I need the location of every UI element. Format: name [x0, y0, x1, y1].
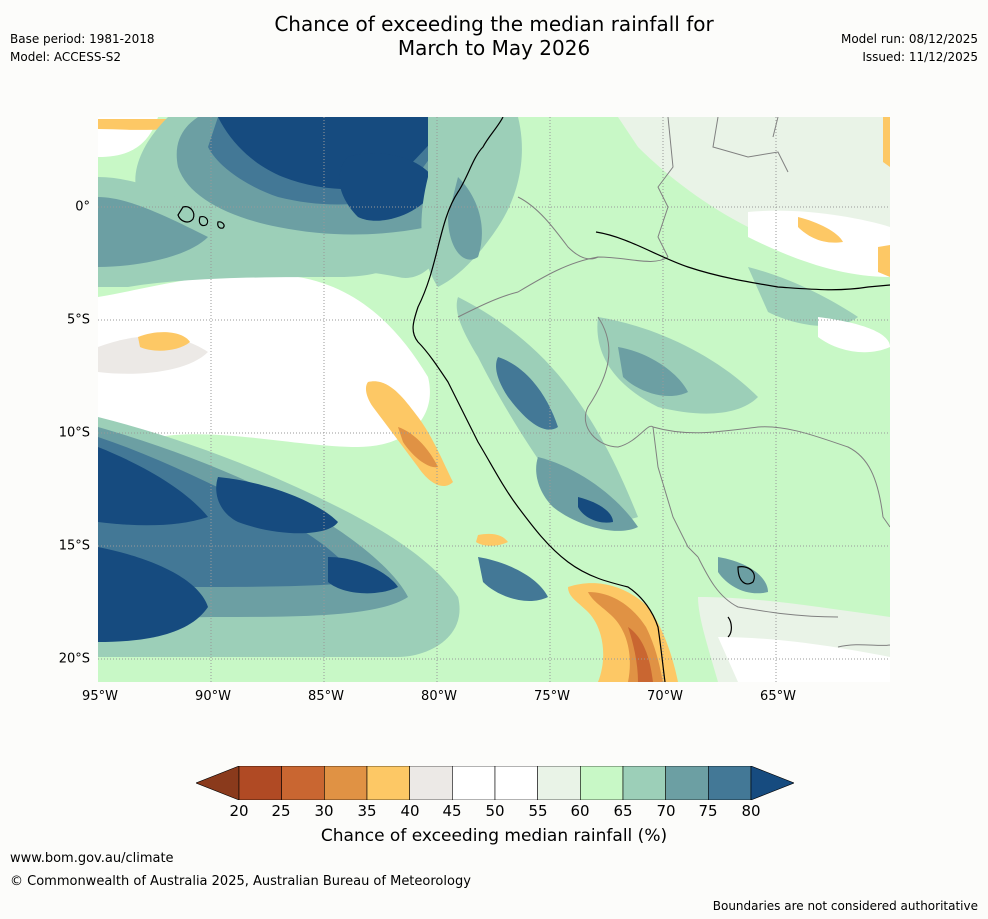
colorbar: [195, 765, 795, 801]
colorbar-segment-b75_80: [708, 765, 752, 801]
x-tick-75w: 75°W: [534, 689, 570, 704]
land-wet-75-north: [448, 177, 482, 260]
ocean-very-wet-south-2: [98, 547, 208, 642]
ocean-neutral-zone: [98, 274, 430, 447]
copyright-text: © Commonwealth of Australia 2025, Austra…: [10, 874, 471, 889]
land-neutral-north-east: [748, 210, 890, 277]
colorbar-svg: [195, 765, 795, 801]
cb-label-20: 20: [229, 802, 249, 820]
meta-left: Base period: 1981-2018 Model: ACCESS-S2: [10, 30, 155, 66]
cb-label-45: 45: [442, 802, 462, 820]
x-tick-90w: 90°W: [195, 689, 231, 704]
y-tick-5s: 5°S: [66, 312, 90, 328]
colorbar-segment-b20_25: [238, 765, 282, 801]
colorbar-title: Chance of exceeding median rainfall (%): [320, 826, 668, 846]
cb-label-60: 60: [570, 802, 590, 820]
colorbar-segment-b35_40: [366, 765, 410, 801]
country-borders: [457, 117, 890, 648]
map-title: Chance of exceeding the median rainfall …: [0, 12, 988, 60]
model-run-text: Model run: 08/12/2025: [840, 32, 978, 46]
meta-right: Model run: 08/12/2025 Issued: 11/12/2025: [841, 30, 978, 66]
land-dry-edge-top: [883, 117, 890, 167]
colorbar-segment-b55_60: [537, 765, 581, 801]
ocean-very-wet-south-1: [98, 447, 208, 526]
x-tick-70w: 70°W: [647, 689, 683, 704]
colorbar-segment-b50_55: [494, 765, 538, 801]
colorbar-above-80-arrow: [750, 765, 795, 801]
ocean-wet-70-west: [98, 177, 400, 287]
land-driest-core-south: [628, 627, 653, 682]
y-tick-15s: 15°S: [58, 538, 90, 554]
land-wet-75-east: [618, 347, 688, 397]
land-dry-patch-ne: [798, 217, 843, 243]
cb-label-50: 50: [485, 802, 505, 820]
model-text: Model: ACCESS-S2: [10, 50, 122, 64]
x-tick-85w: 85°W: [308, 689, 344, 704]
land-very-wet-south: [578, 497, 613, 523]
cb-label-65: 65: [613, 802, 633, 820]
colorbar-segment-b65_70: [622, 765, 666, 801]
land-wet-80-central: [496, 357, 558, 430]
ocean-very-wet-south-3: [216, 477, 338, 534]
colorbar-below-20-arrow: [195, 765, 240, 801]
cb-label-70: 70: [656, 802, 676, 820]
colorbar-segment-b30_35: [324, 765, 368, 801]
ocean-drier-core: [398, 427, 438, 468]
x-tick-65w: 65°W: [760, 689, 796, 704]
colorbar-segment-b25_30: [281, 765, 325, 801]
y-tick-20s: 20°S: [58, 651, 90, 667]
ocean-dry-strip-nw: [98, 119, 168, 130]
cb-label-30: 30: [314, 802, 334, 820]
cb-label-25: 25: [271, 802, 291, 820]
y-tick-10s: 10°S: [58, 425, 90, 441]
rainfall-probability-map: [98, 117, 890, 682]
land-wet-75-south: [536, 457, 638, 531]
colorbar-segment-b60_65: [580, 765, 624, 801]
ocean-wet-75-west: [98, 197, 208, 267]
coastline: [177, 117, 890, 682]
title-line-2: March to May 2026: [397, 36, 591, 60]
ocean-dry-patch-1: [138, 332, 190, 351]
y-tick-0: 0°: [75, 199, 90, 215]
cb-label-40: 40: [400, 802, 420, 820]
cb-label-75: 75: [698, 802, 718, 820]
cb-label-80: 80: [741, 802, 761, 820]
title-line-1: Chance of exceeding the median rainfall …: [274, 12, 714, 36]
colorbar-segments: [195, 765, 795, 801]
colorbar-segment-b70_75: [665, 765, 709, 801]
ocean-dry-patch-2: [476, 533, 508, 546]
gridlines: [98, 117, 890, 682]
land-wet-brazil: [748, 267, 858, 327]
base-period-text: Base period: 1981-2018: [10, 32, 155, 46]
ocean-wet-coastal: [478, 557, 548, 602]
colorbar-segment-b45_50: [452, 765, 496, 801]
x-tick-95w: 95°W: [82, 689, 118, 704]
disclaimer-text: Boundaries are not considered authoritat…: [712, 899, 978, 913]
x-tick-80w: 80°W: [421, 689, 457, 704]
land-wet-70-east: [597, 317, 758, 414]
ocean-very-wet-south-4: [328, 557, 398, 594]
land-wet-bolivia: [718, 557, 768, 594]
cb-label-35: 35: [357, 802, 377, 820]
website-text: www.bom.gov.au/climate: [10, 851, 174, 866]
map-svg: [98, 117, 890, 682]
ocean-very-wet-north-2: [339, 153, 438, 221]
land-neutral-east: [818, 317, 890, 353]
cb-label-55: 55: [528, 802, 548, 820]
issued-text: Issued: 11/12/2025: [862, 50, 978, 64]
colorbar-segment-b40_45: [409, 765, 453, 801]
land-dry-edge-ne: [878, 245, 890, 277]
